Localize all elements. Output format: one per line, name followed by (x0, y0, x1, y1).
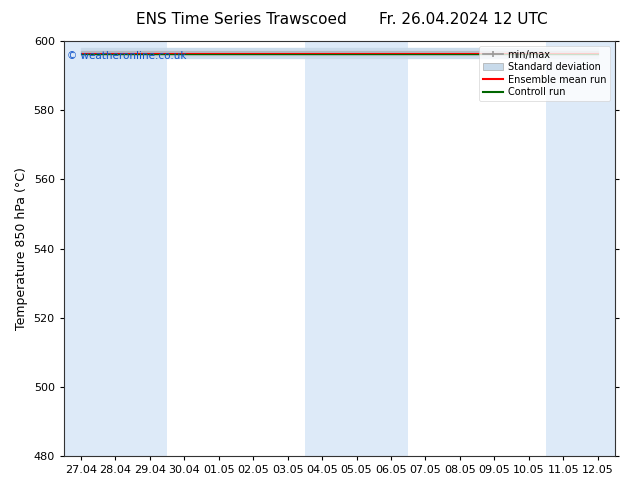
Legend: min/max, Standard deviation, Ensemble mean run, Controll run: min/max, Standard deviation, Ensemble me… (479, 46, 610, 101)
Text: © weatheronline.co.uk: © weatheronline.co.uk (67, 51, 186, 61)
Bar (133, 41, 167, 456)
Bar (546, 41, 580, 456)
Bar (339, 41, 374, 456)
Bar (305, 41, 339, 456)
Bar (98, 41, 133, 456)
Bar (580, 41, 615, 456)
Text: ENS Time Series Trawscoed: ENS Time Series Trawscoed (136, 12, 346, 27)
Text: Fr. 26.04.2024 12 UTC: Fr. 26.04.2024 12 UTC (378, 12, 547, 27)
Y-axis label: Temperature 850 hPa (°C): Temperature 850 hPa (°C) (15, 167, 28, 330)
Bar (64, 41, 98, 456)
Bar (374, 41, 408, 456)
